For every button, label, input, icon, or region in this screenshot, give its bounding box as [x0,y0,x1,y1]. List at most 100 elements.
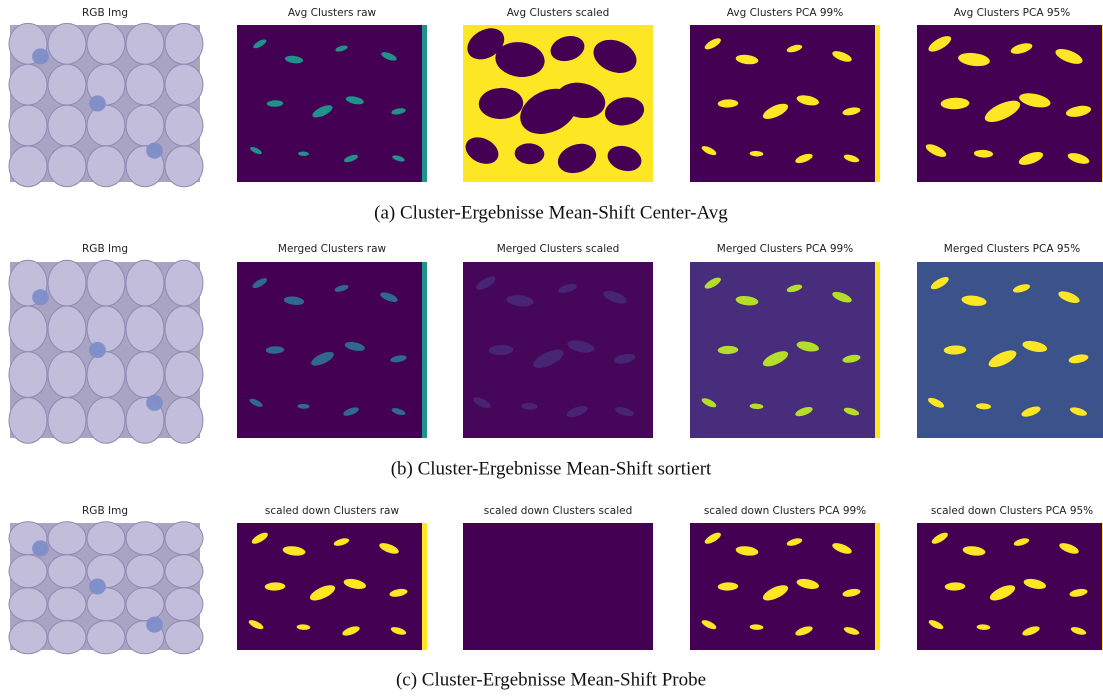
berry [165,260,203,306]
image-bg [463,523,653,650]
caption: (b) Cluster-Ergebnisse Mean-Shift sortie… [391,458,712,479]
berry [87,260,125,306]
panel-image [237,262,427,438]
panel-title: Avg Clusters PCA 95% [954,7,1070,19]
berry [48,555,86,588]
panel-image [9,522,203,654]
berry [126,64,164,105]
panel-image [9,260,203,443]
panel-image [917,262,1103,438]
berry [9,146,47,187]
edge-strip [875,523,880,650]
panel-image [690,25,880,182]
leaf [90,579,106,595]
berry [165,306,203,352]
panel-title: Merged Clusters PCA 95% [944,243,1080,255]
panel-image [917,523,1103,650]
berry [48,588,86,621]
leaf [147,395,163,411]
berry [165,146,203,187]
berry [48,64,86,105]
berry [126,352,164,398]
panel-image [690,523,880,650]
berry [48,23,86,64]
leaf [33,540,49,556]
berry [126,23,164,64]
panel-title: scaled down Clusters scaled [484,505,633,517]
berry [87,23,125,64]
berry [165,588,203,621]
panel-image [9,23,203,186]
panel-title: RGB Img [82,7,128,19]
berry [48,621,86,654]
berry [126,306,164,352]
panel-title: RGB Img [82,243,128,255]
caption: (c) Cluster-Ergebnisse Mean-Shift Probe [396,669,706,690]
berry [48,398,86,444]
leaf [90,342,106,358]
panel-title: RGB Img [82,505,128,517]
leaf [33,48,49,64]
leaf [147,143,163,159]
panel-title: Avg Clusters PCA 99% [727,7,843,19]
leaf [33,289,49,305]
berry [87,398,125,444]
berry [126,260,164,306]
edge-strip [422,262,427,438]
berry [9,398,47,444]
berry [126,522,164,555]
panel-image [463,523,653,650]
berry [9,555,47,588]
berry [87,352,125,398]
berry [48,352,86,398]
panel-title: Avg Clusters scaled [507,7,610,19]
berry [165,352,203,398]
edge-strip [422,523,427,650]
berry [165,621,203,654]
edge-strip [875,25,880,182]
berry [9,352,47,398]
caption: (a) Cluster-Ergebnisse Mean-Shift Center… [374,202,728,223]
panel-image [463,262,653,438]
berry [87,621,125,654]
leaf [147,617,163,633]
panel-title: scaled down Clusters PCA 95% [931,505,1093,517]
berry [165,522,203,555]
berry [165,105,203,146]
berry [9,621,47,654]
berry [87,522,125,555]
panel-title: Merged Clusters PCA 99% [717,243,853,255]
berry [48,146,86,187]
panel-image [237,523,427,650]
berry [48,522,86,555]
berry [126,105,164,146]
panel-title: Avg Clusters raw [288,7,377,19]
panel-title: Merged Clusters raw [278,243,387,255]
berry [165,398,203,444]
edge-strip [422,25,427,182]
figure: RGB Img Avg Clusters raw Avg Clusters scal… [0,0,1103,697]
berry [9,105,47,146]
berry [9,64,47,105]
panel-image [917,25,1103,182]
edge-strip [875,262,880,438]
panel-title: Merged Clusters scaled [497,243,620,255]
leaf [90,96,106,112]
berry [48,306,86,352]
berry [48,105,86,146]
panel-image [690,262,880,438]
berry [165,64,203,105]
berry [87,146,125,187]
panel-title: scaled down Clusters raw [265,505,400,517]
panel-title: scaled down Clusters PCA 99% [704,505,866,517]
panel-image [461,22,653,182]
panel-image [237,25,427,182]
berry [165,23,203,64]
berry [165,555,203,588]
berry [87,105,125,146]
berry [9,588,47,621]
berry [9,306,47,352]
berry [48,260,86,306]
berry [126,588,164,621]
berry [126,555,164,588]
